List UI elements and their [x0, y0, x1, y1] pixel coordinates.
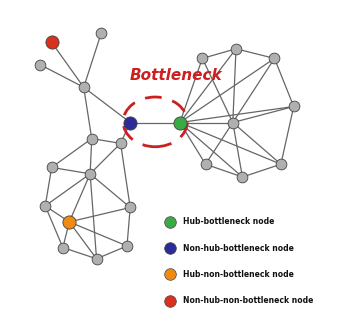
Point [98, 30, 104, 35]
Point [66, 219, 72, 224]
Point [94, 256, 99, 261]
Point [118, 141, 123, 146]
Point [49, 40, 54, 45]
Point [291, 104, 297, 109]
Point [167, 219, 173, 224]
Text: Non-hub-bottleneck node: Non-hub-bottleneck node [183, 244, 294, 253]
Point [60, 245, 66, 250]
Point [272, 56, 277, 61]
Point [37, 62, 43, 67]
Point [167, 246, 173, 251]
Text: Hub-bottleneck node: Hub-bottleneck node [183, 217, 274, 226]
Point [49, 165, 54, 170]
Point [203, 162, 208, 167]
Text: Non-hub-non-bottleneck node: Non-hub-non-bottleneck node [183, 296, 314, 305]
Point [278, 162, 284, 167]
Point [81, 85, 87, 90]
Point [230, 120, 236, 125]
Point [167, 272, 173, 277]
Text: Hub-non-bottleneck node: Hub-non-bottleneck node [183, 270, 294, 279]
Point [42, 203, 48, 208]
Point [199, 56, 205, 61]
Point [167, 298, 173, 303]
Text: Bottleneck: Bottleneck [130, 68, 223, 83]
Point [89, 136, 95, 141]
Point [124, 243, 130, 249]
Point [177, 120, 183, 125]
Point [127, 205, 133, 210]
Point [87, 171, 93, 176]
Point [233, 46, 239, 52]
Point [240, 175, 245, 180]
Point [127, 120, 133, 125]
